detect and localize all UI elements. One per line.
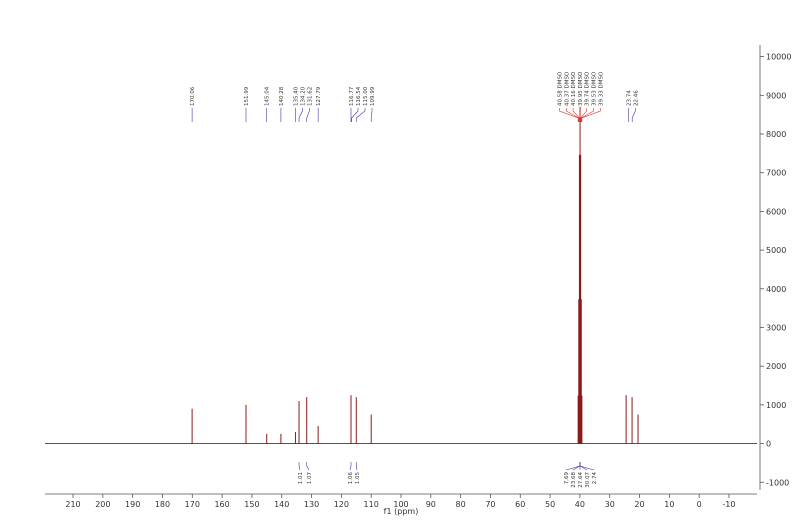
x-tick-label: 40 — [575, 500, 585, 509]
peak-label: 109.99 — [370, 86, 376, 106]
integral-label: 1.05 — [355, 472, 361, 485]
peak-leader — [370, 108, 373, 122]
x-tick-label: 20 — [634, 500, 644, 509]
peak-leader — [580, 108, 587, 122]
x-tick-label: 0 — [697, 500, 702, 509]
peak-leader — [298, 108, 303, 122]
peak-label: 39.33 DMSO — [598, 71, 604, 106]
peak-label: 145.04 — [265, 86, 271, 106]
x-tick-label: 150 — [244, 500, 259, 509]
peak-leader — [306, 108, 310, 122]
peak-label: 140.28 — [279, 86, 285, 106]
x-tick-label: 80 — [456, 500, 466, 509]
x-tick-label: 200 — [95, 500, 110, 509]
y-tick-label: 4000 — [766, 285, 786, 294]
integral-label: 7.69 — [564, 472, 570, 485]
peak-label: 40.16 DMSO — [571, 71, 577, 106]
peak-label: 39.74 DMSO — [585, 71, 591, 106]
peak-leader — [572, 108, 580, 122]
y-tick-label: 1000 — [766, 401, 786, 410]
peak-leader — [580, 108, 594, 122]
x-tick-label: 100 — [393, 500, 408, 509]
x-tick-label: 110 — [364, 500, 379, 509]
peak-label: 116.77 — [349, 86, 355, 106]
y-tick-label: 2000 — [766, 362, 786, 371]
peak-leader — [355, 108, 366, 122]
integral-label: 23.68 — [571, 472, 577, 488]
integral-bracket — [349, 462, 352, 471]
integral-label: 2.74 — [592, 472, 598, 485]
x-tick-label: 210 — [65, 500, 80, 509]
peak-label: 151.99 — [244, 86, 250, 106]
x-tick-label: 60 — [515, 500, 525, 509]
peak-label: 40.37 DMSO — [564, 71, 570, 106]
peak-label: 22.46 — [633, 90, 639, 106]
peak-label: 134.20 — [300, 86, 306, 106]
x-tick-label: 130 — [304, 500, 319, 509]
x-tick-label: 90 — [426, 500, 436, 509]
x-tick-label: 120 — [334, 500, 349, 509]
integral-bracket — [355, 462, 358, 471]
peak-label: 116.54 — [356, 86, 362, 106]
x-tick-label: 160 — [214, 500, 229, 509]
peak-label: 39.95 DMSO — [578, 71, 584, 106]
y-tick-label: 8000 — [766, 130, 786, 139]
peak-leader — [565, 108, 580, 122]
y-tick-label: -1000 — [766, 478, 789, 487]
peak-label: 23.74 — [626, 90, 632, 106]
peak-label: 39.53 DMSO — [591, 71, 597, 106]
peak-leader — [559, 108, 579, 122]
peak-label: 135.40 — [293, 86, 299, 106]
peak-leader — [351, 108, 359, 122]
x-tick-label: -10 — [722, 500, 735, 509]
x-tick-label: 140 — [274, 500, 289, 509]
integral-bracket — [306, 462, 310, 471]
peak-leader — [631, 108, 636, 122]
x-tick-label: 50 — [545, 500, 555, 509]
peak-label: 170.06 — [190, 86, 196, 106]
x-axis-title: f1 (ppm) — [384, 507, 419, 516]
integral-label: 1.07 — [307, 472, 313, 485]
integral-bracket — [579, 462, 595, 471]
peak-label: 40.58 DMSO — [557, 71, 563, 106]
y-tick-label: 5000 — [766, 246, 786, 255]
x-tick-label: 190 — [125, 500, 140, 509]
x-tick-label: 170 — [185, 500, 200, 509]
y-tick-label: 9000 — [766, 91, 786, 100]
integral-label: 27.64 — [578, 472, 584, 488]
peak-label: 131.62 — [307, 87, 313, 106]
integral-label: 30.07 — [585, 472, 591, 488]
peak-label: 127.79 — [316, 86, 322, 106]
x-tick-label: 180 — [155, 500, 170, 509]
peak-leader — [581, 108, 601, 122]
y-tick-label: 7000 — [766, 169, 786, 178]
y-tick-label: 10000 — [766, 53, 791, 62]
peak-label: 115.00 — [363, 86, 369, 106]
x-tick-label: 30 — [605, 500, 615, 509]
integral-bracket — [298, 462, 301, 471]
integral-label: 1.01 — [298, 472, 304, 484]
y-tick-label: 6000 — [766, 207, 786, 216]
x-tick-label: 70 — [485, 500, 495, 509]
x-tick-label: 10 — [664, 500, 674, 509]
y-tick-label: 0 — [766, 440, 771, 449]
y-tick-label: 3000 — [766, 323, 786, 332]
integral-label: 1.06 — [348, 472, 354, 485]
integral-bracket — [565, 462, 581, 471]
